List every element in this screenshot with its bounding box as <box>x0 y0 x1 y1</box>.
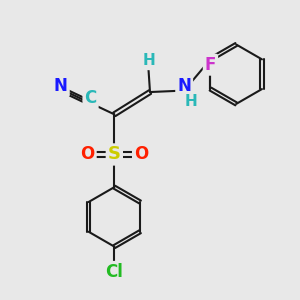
Text: O: O <box>134 146 148 164</box>
Text: F: F <box>205 56 216 74</box>
Text: O: O <box>80 146 95 164</box>
Text: Cl: Cl <box>105 263 123 281</box>
Text: N: N <box>54 77 68 95</box>
Text: C: C <box>84 89 97 107</box>
Text: S: S <box>108 146 121 164</box>
Text: H: H <box>184 94 197 110</box>
Text: N: N <box>177 77 191 95</box>
Text: H: H <box>142 53 155 68</box>
